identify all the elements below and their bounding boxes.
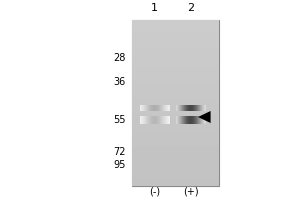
Text: 1: 1 [151,3,158,13]
Text: 55: 55 [113,115,126,125]
Text: 72: 72 [113,147,126,157]
Text: (+): (+) [183,186,198,196]
Text: (-): (-) [149,186,160,196]
Text: 2: 2 [187,3,194,13]
Text: 95: 95 [114,160,126,170]
Text: 36: 36 [114,77,126,87]
Text: 28: 28 [114,53,126,63]
Polygon shape [198,111,211,123]
Bar [132,20,219,186]
